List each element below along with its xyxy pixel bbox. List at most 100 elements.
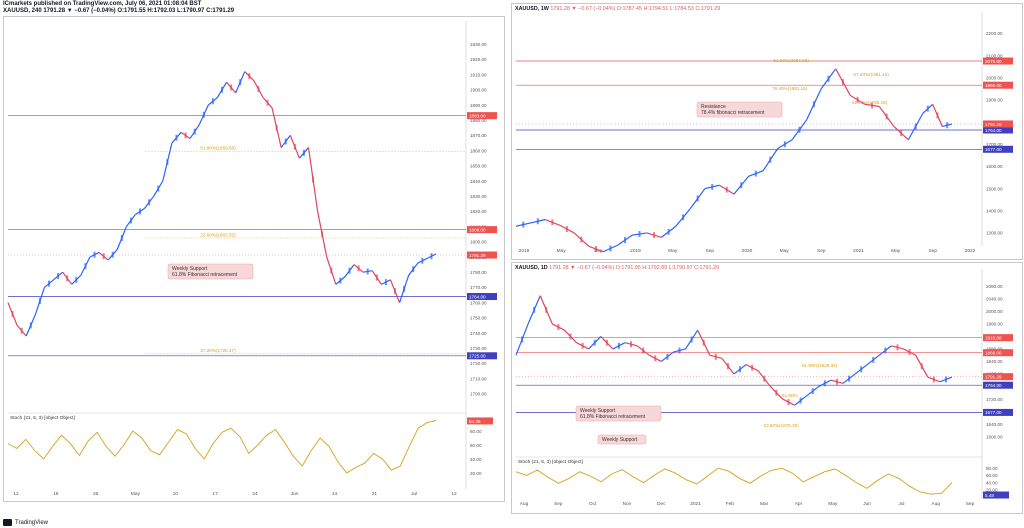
candle xyxy=(29,322,32,329)
candle xyxy=(827,75,830,82)
candle xyxy=(842,79,844,86)
candle xyxy=(57,273,60,279)
fib-label-1w: -61.80%(2064.09) xyxy=(772,58,809,63)
osc-series-line xyxy=(7,420,437,474)
candle xyxy=(211,98,214,105)
x-tick-label: 12 xyxy=(13,491,19,497)
candle xyxy=(667,228,670,235)
level-tag-text: 1677.00 xyxy=(985,410,1002,415)
candle xyxy=(926,105,929,112)
x-tick-label: Jul xyxy=(898,501,904,507)
y-tick-label: 1860.00 xyxy=(470,148,487,153)
x-tick-label: Jun xyxy=(863,501,871,507)
fib-label-1d: 61.80%(1829.34) xyxy=(802,363,838,368)
y-tick-label: 1930.00 xyxy=(470,42,487,47)
x-tick-label: Sep xyxy=(817,248,826,254)
x-tick-label: 2020 xyxy=(742,248,753,254)
osc-series-line xyxy=(515,467,953,495)
last-price-tag xyxy=(983,120,1013,128)
candle xyxy=(275,124,278,131)
x-tick-label: 17 xyxy=(212,491,218,497)
x-tick-label: 2022 xyxy=(965,248,976,254)
x-tick-label: Aug xyxy=(520,501,529,507)
fib-label-1d: 61.80% xyxy=(782,393,798,398)
publish-header-line1: ICmarkets published on TradingView.com, … xyxy=(3,1,202,7)
chart-1w-title: XAUUSD, 1W 1791.28 ▼ −0.67 (−0.04%) O:17… xyxy=(515,6,721,12)
candle xyxy=(690,336,693,343)
candle xyxy=(521,336,524,343)
level-tag-text: 1764.00 xyxy=(985,383,1002,388)
level-tag-resistance xyxy=(983,57,1013,65)
y-tick-label: 1700.00 xyxy=(986,142,1003,147)
candle xyxy=(642,347,645,354)
osc-y-tick: 80.00 xyxy=(986,466,998,471)
annotation-4h-line1: Weekly Support xyxy=(172,266,208,272)
candle xyxy=(936,112,939,119)
level-tag-text: 1883.00 xyxy=(469,113,486,118)
chart-1w-panel[interactable]: XAUUSD, 1W 1791.28 ▼ −0.67 (−0.04%) O:17… xyxy=(511,3,1023,260)
candle xyxy=(666,353,669,360)
candle xyxy=(580,236,583,243)
y-tick-label: 1910.00 xyxy=(470,72,487,77)
y-tick-label: 1710.00 xyxy=(470,376,487,381)
candle xyxy=(230,84,233,91)
candle xyxy=(421,257,424,264)
y-tick-label: 1600.00 xyxy=(986,434,1003,439)
candle xyxy=(330,267,333,274)
level-tag-text: 1677.00 xyxy=(985,147,1002,152)
candle xyxy=(740,182,743,189)
candle xyxy=(357,265,360,272)
x-tick-label: 2018 xyxy=(519,248,530,254)
fib-label-1w: 61.80%(1765.15) xyxy=(852,100,888,105)
x-tick-label: Sep xyxy=(966,501,975,507)
y-tick-label: 2100.00 xyxy=(986,53,1003,58)
candle xyxy=(944,376,947,383)
y-tick-label: 1780.00 xyxy=(470,270,487,275)
x-tick-label: Aug xyxy=(931,501,940,507)
y-tick-label: 1840.00 xyxy=(986,359,1003,364)
candle xyxy=(860,366,863,373)
fib-label: 61.80%(1859.58) xyxy=(200,146,236,151)
candle xyxy=(678,347,681,354)
candle xyxy=(885,113,888,120)
y-tick-label: 1830.00 xyxy=(470,194,487,199)
level-tag-support xyxy=(467,293,497,301)
osc-last-text: 5.48 xyxy=(985,493,994,498)
candle xyxy=(394,288,397,295)
candle xyxy=(257,86,260,93)
candle xyxy=(545,306,548,313)
osc-y-tick: 20.00 xyxy=(986,488,998,493)
level-tag-resistance xyxy=(983,334,1013,342)
annotation-4h-line2: 61.8% Fibonacci retracement xyxy=(172,272,238,278)
candle xyxy=(726,363,729,370)
chart-1d-panel[interactable]: XAUUSD, 1D 1791.28 ▼ −0.67 (−0.04%) O:17… xyxy=(511,262,1023,514)
candle xyxy=(638,231,641,238)
chart-1w-svg: 1300.001400.001500.001600.001700.001800.… xyxy=(515,12,1013,254)
candle xyxy=(932,376,935,383)
candle xyxy=(75,276,78,283)
candle xyxy=(872,356,875,363)
tradingview-footer[interactable]: TradingView xyxy=(3,519,48,526)
tradingview-logo-icon xyxy=(3,519,12,526)
osc-last-tag xyxy=(983,491,1009,499)
candle xyxy=(653,232,656,239)
candle xyxy=(914,123,917,130)
candle xyxy=(93,251,96,258)
chart-4h-panel[interactable]: 1700.00 1710.00 1720.00 1730.00 1740.00 1750.… xyxy=(3,16,505,502)
candle xyxy=(522,221,525,228)
x-tick-label: Sep xyxy=(594,248,603,254)
y-tick-label: 1900.00 xyxy=(470,88,487,93)
y-tick-label: 2200.00 xyxy=(986,31,1003,36)
chart-1d-title: XAUUSD, 1D 1791.28 ▼ −0.67 (−0.04%) O:17… xyxy=(515,265,720,271)
candle xyxy=(193,128,196,135)
candle xyxy=(66,275,69,282)
candle xyxy=(430,253,433,260)
candle xyxy=(321,231,324,238)
candle xyxy=(798,126,801,133)
y-tick-label: 2040.00 xyxy=(986,297,1003,302)
x-tick-label: Sep xyxy=(554,501,563,507)
osc-last-text: 94.35 xyxy=(469,419,481,424)
x-tick-label: Jun xyxy=(291,491,299,497)
candle xyxy=(293,143,296,150)
candle xyxy=(184,132,187,139)
